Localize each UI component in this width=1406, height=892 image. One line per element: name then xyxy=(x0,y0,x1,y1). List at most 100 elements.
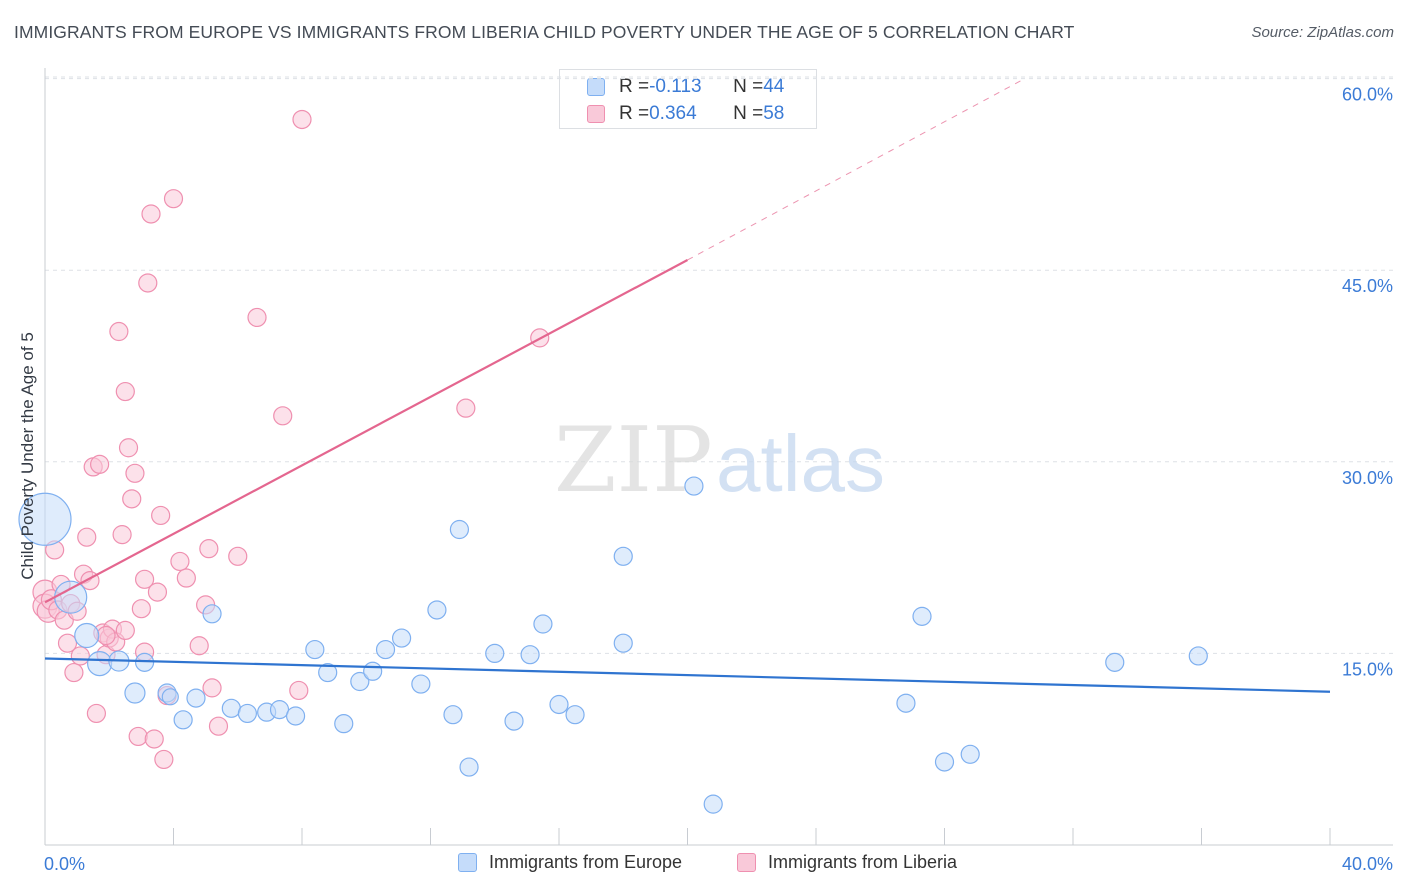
point-europe xyxy=(269,700,290,720)
point-europe xyxy=(221,698,241,718)
point-liberia xyxy=(144,729,164,749)
y-tick-label: 60.0% xyxy=(1342,85,1393,105)
point-europe xyxy=(459,757,479,777)
point-liberia xyxy=(154,749,174,770)
point-liberia xyxy=(170,551,190,572)
point-europe xyxy=(427,600,447,620)
point-liberia xyxy=(292,109,312,130)
y-tick-label: 15.0% xyxy=(1342,659,1393,679)
point-europe xyxy=(375,639,396,660)
x-tick-label-max: 40.0% xyxy=(1342,854,1393,874)
point-europe xyxy=(186,688,206,708)
point-europe xyxy=(237,703,257,724)
point-europe xyxy=(485,643,505,664)
point-europe xyxy=(318,662,338,683)
point-europe xyxy=(161,688,179,706)
point-europe xyxy=(684,476,704,496)
source-label: Source: ZipAtlas.com xyxy=(1251,24,1394,41)
point-liberia xyxy=(208,716,229,736)
watermark-zip: ZIP xyxy=(554,408,713,513)
point-europe xyxy=(391,628,412,648)
point-europe xyxy=(350,671,370,692)
trendline-europe xyxy=(44,657,1331,693)
point-liberia xyxy=(141,204,161,224)
bottom-legend-swatch-liberia xyxy=(737,853,756,872)
point-liberia xyxy=(456,398,476,418)
point-liberia xyxy=(128,726,148,747)
point-liberia xyxy=(96,625,116,646)
point-europe xyxy=(703,794,723,814)
point-liberia xyxy=(199,539,219,559)
bottom-legend-europe: Immigrants from Europe xyxy=(458,852,682,873)
point-liberia xyxy=(115,620,135,641)
trend-lines xyxy=(44,78,1331,693)
data-points xyxy=(18,109,1208,814)
bottom-legend-label-liberia: Immigrants from Liberia xyxy=(768,852,958,872)
point-europe xyxy=(173,710,193,730)
point-liberia xyxy=(228,546,248,566)
point-liberia xyxy=(64,662,84,683)
point-liberia xyxy=(118,438,139,458)
legend-r-label: R = xyxy=(619,76,650,97)
y-axis-title: Child Poverty Under the Age of 5 xyxy=(18,332,37,580)
legend-n-label: N = xyxy=(733,76,764,97)
legend-r-label: R = xyxy=(619,103,650,124)
bottom-legend-label-europe: Immigrants from Europe xyxy=(489,852,683,872)
point-europe xyxy=(443,705,463,725)
y-tick-label: 45.0% xyxy=(1342,276,1393,296)
point-europe xyxy=(363,661,383,681)
point-liberia xyxy=(122,489,142,509)
trendline-liberia xyxy=(44,259,689,604)
point-liberia xyxy=(70,646,90,666)
gridlines xyxy=(45,76,1393,654)
point-europe xyxy=(613,633,633,653)
tick-labels: 15.0% 30.0% 45.0% 60.0% 0.0% 40.0% xyxy=(44,85,1393,874)
point-liberia xyxy=(109,321,129,342)
point-europe xyxy=(18,492,72,546)
point-liberia xyxy=(247,307,267,328)
point-europe xyxy=(124,682,146,704)
legend-row-liberia: R = 0.364 N = 58 xyxy=(587,102,784,126)
point-europe xyxy=(285,706,306,726)
point-liberia xyxy=(115,381,135,402)
point-europe xyxy=(960,744,980,764)
bottom-legend-liberia: Immigrants from Liberia xyxy=(737,852,957,873)
point-europe xyxy=(896,693,916,713)
point-liberia xyxy=(138,273,158,293)
chart-title: IMMIGRANTS FROM EUROPE VS IMMIGRANTS FRO… xyxy=(14,22,1075,42)
legend-r-value-liberia: 0.364 xyxy=(649,103,697,124)
point-liberia xyxy=(57,633,78,653)
legend-n-label: N = xyxy=(733,103,764,124)
point-europe xyxy=(504,711,524,731)
point-europe xyxy=(520,645,540,665)
point-europe xyxy=(1105,652,1125,672)
point-liberia xyxy=(125,463,145,483)
point-europe xyxy=(202,604,222,624)
point-liberia xyxy=(151,505,171,526)
legend-swatch-liberia xyxy=(587,105,605,123)
point-europe xyxy=(305,639,325,660)
point-liberia xyxy=(86,703,107,724)
point-europe xyxy=(87,651,113,677)
point-liberia xyxy=(202,678,222,698)
legend-row-europe: R = -0.113 N = 44 xyxy=(587,75,784,99)
point-liberia xyxy=(112,525,132,545)
point-europe xyxy=(74,622,100,649)
point-europe xyxy=(912,606,932,626)
point-liberia xyxy=(90,454,110,474)
point-europe xyxy=(411,674,431,694)
legend-swatch-europe xyxy=(587,78,605,96)
point-europe xyxy=(613,546,633,566)
x-tick-label-min: 0.0% xyxy=(44,854,85,874)
point-liberia xyxy=(176,568,196,588)
point-liberia xyxy=(163,189,184,209)
watermark-atlas: atlas xyxy=(716,419,885,508)
legend-n-value-europe: 44 xyxy=(763,76,785,97)
point-liberia xyxy=(273,406,293,426)
trendline-liberia-extension xyxy=(687,78,1026,261)
point-europe xyxy=(549,694,569,715)
point-europe xyxy=(533,614,553,634)
point-europe xyxy=(449,519,470,540)
point-europe xyxy=(934,752,955,772)
